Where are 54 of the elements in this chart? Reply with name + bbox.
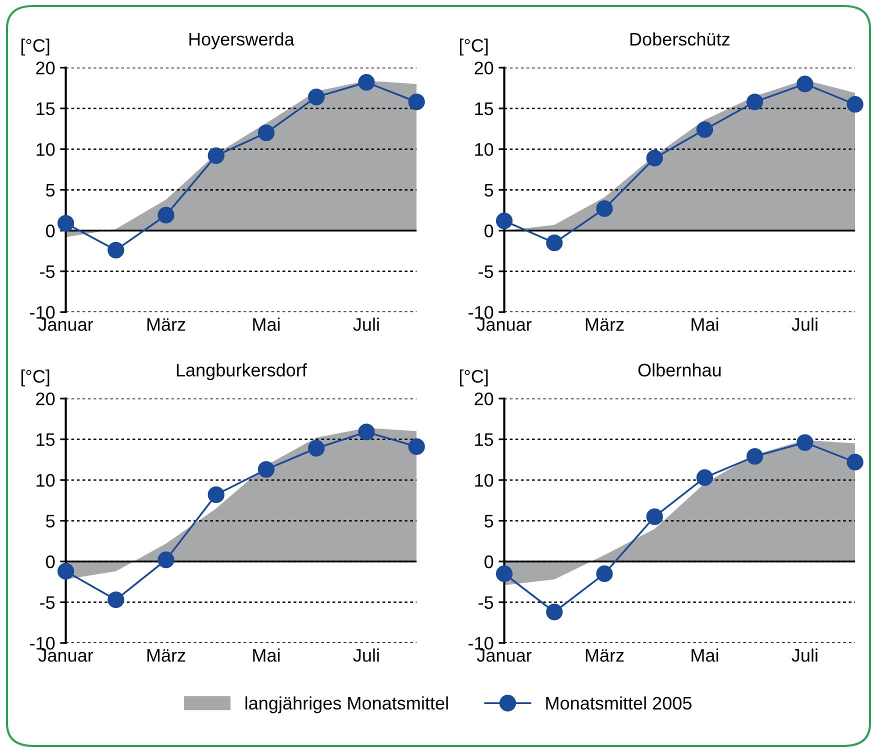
y-tick-label: 15 xyxy=(475,102,494,116)
y-tick-label: 0 xyxy=(484,224,494,238)
chart-title: Olbernhau xyxy=(638,363,721,377)
x-tick-label: Mai xyxy=(692,318,718,331)
y-tick-label: -10 xyxy=(30,636,55,650)
x-tick-label: Januar xyxy=(476,649,532,662)
y-tick-label: -5 xyxy=(40,596,55,609)
chart-title: Langburkersdorf xyxy=(176,363,307,380)
y-tick-label: 0 xyxy=(484,555,494,568)
y-axis-title: [°C] xyxy=(460,370,488,386)
y-tick-label: -5 xyxy=(40,265,55,278)
x-tick-label: Mai xyxy=(253,318,280,331)
y-tick-label: 10 xyxy=(475,143,494,156)
x-tick-label: Januar xyxy=(476,318,532,331)
x-tick-label: März xyxy=(586,649,624,662)
y-tick-label: 5 xyxy=(484,514,494,528)
y-tick-label: 5 xyxy=(484,184,494,197)
x-tick-label: Juli xyxy=(792,648,818,662)
y-tick-label: 10 xyxy=(36,143,55,156)
y-tick-label: 10 xyxy=(36,474,55,487)
y-tick-label: 20 xyxy=(474,392,494,406)
y-tick-label: 10 xyxy=(475,474,494,487)
x-tick-label: Mai xyxy=(692,648,718,662)
y-tick-label: 20 xyxy=(474,62,494,74)
x-tick-label: Mai xyxy=(253,648,280,662)
y-axis-title: [°C] xyxy=(21,370,50,386)
y-tick-label: -10 xyxy=(30,306,55,319)
y-tick-label: -10 xyxy=(468,306,494,319)
y-tick-label: 0 xyxy=(46,555,55,568)
chart-title: Hoyerswerda xyxy=(189,32,294,50)
y-tick-label: 20 xyxy=(36,62,55,74)
x-tick-label: März xyxy=(586,318,624,331)
y-tick-label: 15 xyxy=(36,433,55,446)
y-tick-label: 20 xyxy=(36,392,55,406)
y-tick-label: 5 xyxy=(46,514,55,528)
chart-title: Doberschütz xyxy=(630,32,730,46)
y-axis-title: [°C] xyxy=(460,38,488,56)
x-tick-label: Juli xyxy=(353,318,379,331)
legend-label: langjähriges Monatsmittel xyxy=(246,696,448,714)
x-tick-label: Januar xyxy=(38,649,94,662)
x-tick-label: Juli xyxy=(353,648,379,662)
legend-label: Monatsmittel 2005 xyxy=(546,696,692,710)
y-tick-label: 15 xyxy=(475,433,494,446)
x-tick-label: Juli xyxy=(792,318,818,331)
x-tick-label: März xyxy=(147,649,186,662)
y-tick-label: 15 xyxy=(36,102,55,116)
x-tick-label: Januar xyxy=(38,318,94,331)
y-tick-label: -5 xyxy=(478,596,494,609)
y-tick-label: 0 xyxy=(46,224,55,238)
y-tick-label: -5 xyxy=(478,265,494,278)
y-tick-label: -10 xyxy=(468,636,494,650)
y-axis-title: [°C] xyxy=(21,38,50,56)
y-tick-label: 5 xyxy=(46,184,55,197)
x-tick-label: März xyxy=(147,318,186,331)
